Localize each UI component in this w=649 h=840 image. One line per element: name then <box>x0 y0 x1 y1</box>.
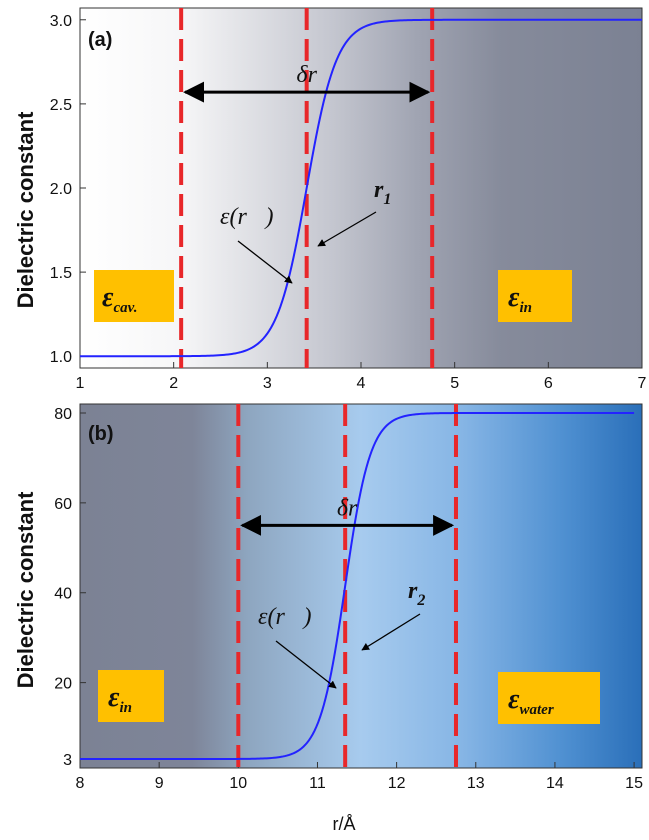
x-tick-label-b: 14 <box>546 775 564 792</box>
series-curve-a <box>80 18 642 358</box>
series-curve-b <box>80 411 635 761</box>
radius-pointer-b <box>361 613 421 651</box>
radius-label-b: r2 <box>408 578 425 609</box>
x-tick-label-a: 5 <box>450 375 459 392</box>
x-tick-label-a: 4 <box>357 375 366 392</box>
panel-label-a: (a) <box>88 29 112 51</box>
eps-in-label-b: εin <box>108 682 132 716</box>
curve-pointer-a <box>237 240 293 284</box>
eps-cav-box <box>94 270 174 322</box>
eps-in-box-a <box>498 270 572 322</box>
x-tick-label-b: 10 <box>229 775 247 792</box>
x-tick-label-b: 13 <box>467 775 485 792</box>
y-tick-label-a: 3.0 <box>50 13 72 30</box>
panel-label-b: (b) <box>88 423 114 445</box>
eps-water-box <box>498 672 600 724</box>
x-tick-label-a: 2 <box>169 375 178 392</box>
radius-pointer-a <box>317 211 377 247</box>
eps-cav-label: εcav. <box>102 282 138 316</box>
delta-r-label-a: δr <box>296 62 317 88</box>
x-tick-label-a: 1 <box>76 375 85 392</box>
y-tick-label-a: 2.0 <box>50 181 72 198</box>
y-axis-label-b: Dielectric constant <box>13 491 38 689</box>
y-tick-label-a: 1.5 <box>50 265 72 282</box>
eps-in-box-b <box>98 670 164 722</box>
eps-water-label: εwater <box>508 684 554 718</box>
ticks-b: 8 9 10 11 12 13 14 15 3 20 40 60 80 <box>54 406 643 792</box>
y-tick-label-b: 80 <box>54 406 72 423</box>
panel-a: 1 2 3 4 5 6 7 1.0 1.5 2.0 2.5 3.0 δr (a) ε(r⃗) r1 ε… <box>13 7 647 392</box>
x-tick-label-b: 9 <box>155 775 164 792</box>
y-tick-label-a: 2.5 <box>50 97 72 114</box>
x-tick-label-a: 6 <box>544 375 553 392</box>
y-axis-label-a: Dielectric constant <box>13 111 38 309</box>
curve-label-b: ε(r⃗) <box>258 604 311 630</box>
radius-label-a: r1 <box>374 177 391 208</box>
x-tick-label-b: 11 <box>309 775 326 792</box>
y-tick-label-b: 40 <box>54 586 72 603</box>
dashed-lines-a <box>179 8 435 368</box>
y-tick-label-b: 3 <box>63 752 72 769</box>
curve-label-a: ε(r⃗) <box>220 204 273 230</box>
ticks-a: 1 2 3 4 5 6 7 1.0 1.5 2.0 2.5 3.0 <box>50 13 647 392</box>
x-tick-label-b: 12 <box>388 775 406 792</box>
eps-in-label-a: εin <box>508 282 532 316</box>
x-axis-label: r/Å <box>332 814 355 834</box>
x-tick-label-a: 7 <box>638 375 647 392</box>
y-tick-label-b: 20 <box>54 676 72 693</box>
curve-pointer-b <box>275 640 337 689</box>
x-tick-label-b: 8 <box>76 775 85 792</box>
y-tick-label-b: 60 <box>54 496 72 513</box>
delta-r-label-b: δr <box>337 495 358 521</box>
y-tick-label-a: 1.0 <box>50 349 72 366</box>
x-tick-label-b: 15 <box>625 775 643 792</box>
x-tick-label-a: 3 <box>263 375 272 392</box>
